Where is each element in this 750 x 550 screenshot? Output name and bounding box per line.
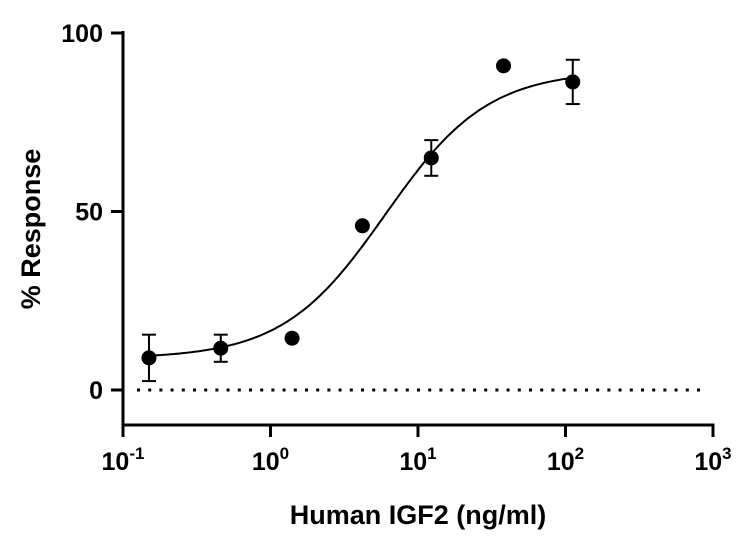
fit-curve bbox=[148, 76, 573, 357]
data-point bbox=[284, 330, 300, 346]
x-axis-title: Human IGF2 (ng/ml) bbox=[290, 500, 547, 530]
data-point bbox=[496, 58, 512, 74]
y-axis-title: % Response bbox=[16, 149, 46, 310]
x-tick-label: 102 bbox=[547, 444, 584, 476]
x-tick-label: 103 bbox=[694, 444, 731, 476]
y-tick-label: 50 bbox=[75, 199, 103, 227]
axes: 0 50 100 10-1 100 101 102 103 bbox=[61, 20, 731, 476]
x-tick-label: 100 bbox=[252, 444, 289, 476]
y-tick-label: 100 bbox=[61, 20, 103, 48]
data-point bbox=[141, 350, 157, 366]
data-point bbox=[213, 340, 229, 356]
data-point bbox=[354, 218, 370, 234]
marks bbox=[137, 58, 705, 392]
x-tick-label: 101 bbox=[399, 444, 436, 476]
x-tick-label: 10-1 bbox=[102, 444, 145, 476]
y-tick-label: 0 bbox=[89, 377, 103, 405]
data-point bbox=[565, 74, 581, 90]
data-point bbox=[423, 150, 439, 166]
